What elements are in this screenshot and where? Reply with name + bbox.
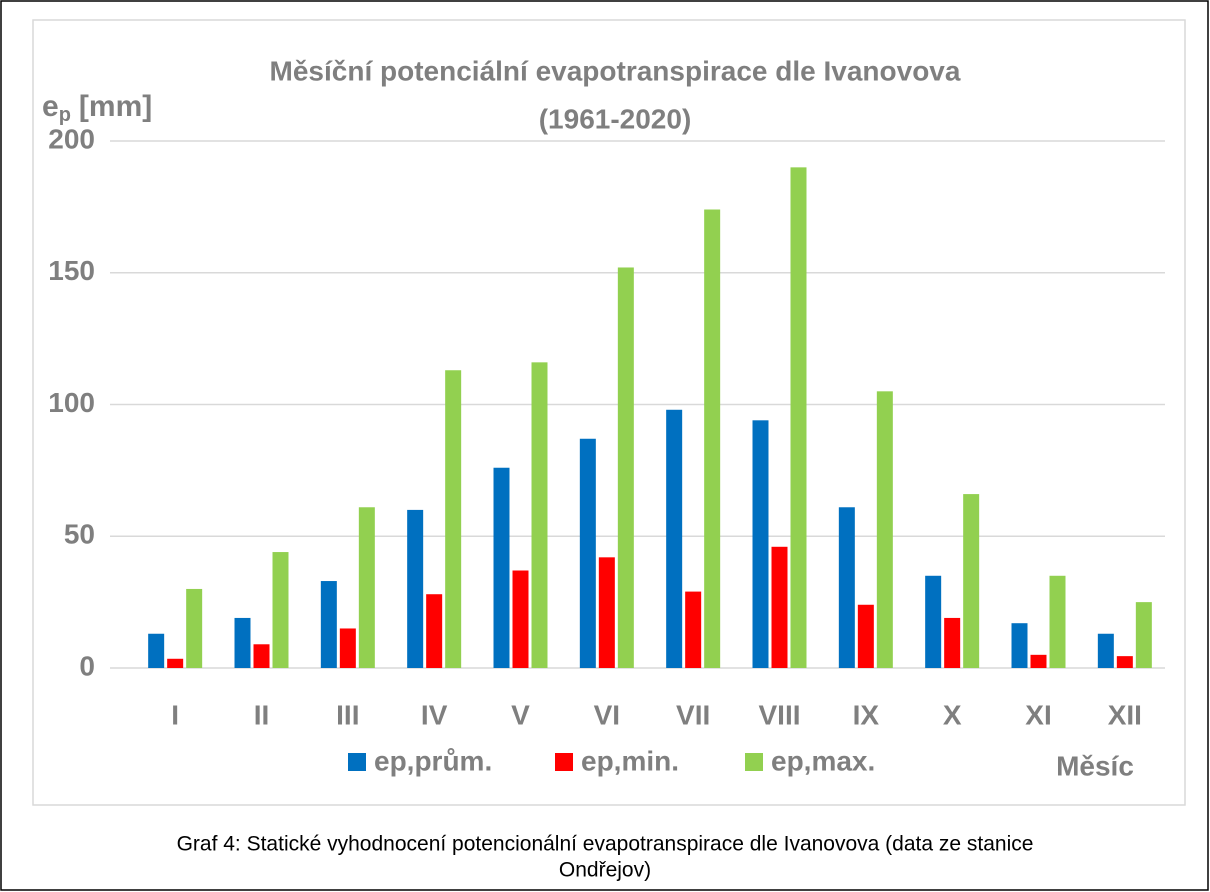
x-tick-label: X (943, 699, 962, 730)
x-tick-label: II (254, 699, 270, 730)
x-tick-label: VIII (758, 699, 800, 730)
bar (685, 591, 702, 668)
bar (493, 467, 510, 668)
x-tick-label: III (336, 699, 359, 730)
y-tick-label: 150 (48, 255, 95, 286)
x-tick-label: V (511, 699, 530, 730)
bar (838, 507, 855, 668)
bar (857, 604, 874, 668)
bar (790, 167, 807, 668)
bar (512, 570, 529, 668)
bar (944, 617, 961, 668)
bar (1135, 602, 1152, 668)
bar (426, 594, 443, 668)
bar (167, 658, 184, 668)
bar (876, 391, 893, 668)
chart-subtitle: (1961-2020) (539, 103, 692, 134)
legend-swatch (348, 753, 366, 771)
bar (666, 409, 683, 668)
bar (704, 209, 721, 668)
bar (186, 588, 203, 668)
bar (445, 370, 462, 668)
x-tick-label: I (171, 699, 179, 730)
bar (925, 575, 942, 668)
bar (358, 507, 375, 668)
bar (339, 628, 356, 668)
bar (320, 581, 337, 668)
y-axis-label: ep [mm] (42, 90, 152, 126)
legend-label: ep,min. (581, 745, 679, 776)
bar (598, 557, 615, 668)
legend-label: ep,max. (771, 745, 875, 776)
caption: Ondřejov) (559, 859, 651, 882)
x-axis-label: Měsíc (1056, 750, 1134, 781)
x-tick-label: VI (594, 699, 620, 730)
bar (1030, 654, 1047, 668)
bar (234, 617, 251, 668)
x-tick-label: IV (421, 699, 448, 730)
legend-label: ep,prům. (374, 745, 492, 776)
bar (272, 552, 289, 668)
caption: Graf 4: Statické vyhodnocení potencionál… (177, 833, 1034, 856)
bar (531, 362, 548, 668)
bar (579, 438, 596, 668)
bar (617, 267, 634, 668)
bar (771, 546, 788, 668)
bar (1011, 623, 1028, 668)
bar (253, 644, 270, 668)
chart-area (32, 19, 1186, 806)
x-tick-label: VII (676, 699, 710, 730)
x-tick-label: XII (1108, 699, 1142, 730)
y-tick-label: 50 (64, 519, 95, 550)
chart-title: Měsíční potenciální evapotranspirace dle… (270, 55, 961, 86)
bar (963, 494, 980, 668)
bar (148, 633, 165, 668)
y-tick-label: 0 (79, 650, 95, 681)
bar (1097, 633, 1114, 668)
bar (1049, 575, 1066, 668)
bar (752, 420, 769, 668)
y-tick-label: 100 (48, 387, 95, 418)
x-tick-label: XI (1025, 699, 1051, 730)
legend-swatch (555, 753, 573, 771)
bar (407, 509, 424, 668)
legend-swatch (745, 753, 763, 771)
x-tick-label: IX (853, 699, 880, 730)
bar (1116, 656, 1133, 668)
y-tick-label: 200 (48, 123, 95, 154)
